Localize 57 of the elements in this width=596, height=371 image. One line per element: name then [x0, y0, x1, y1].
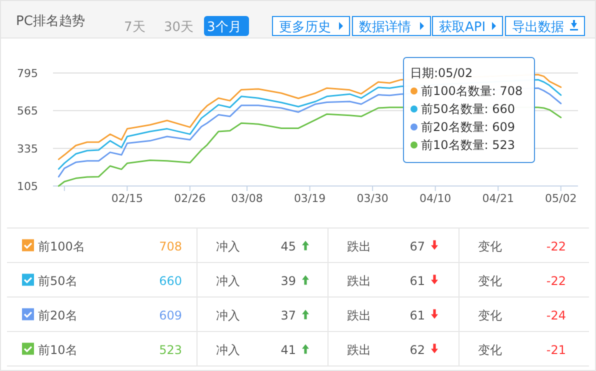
text: -21	[546, 342, 566, 357]
text: 数据详情	[359, 20, 411, 35]
legend-label: 前50名	[38, 274, 78, 288]
x-tick-label: 04/21	[482, 192, 514, 205]
x-tick-label: 03/08	[231, 192, 263, 205]
text: -24	[546, 308, 566, 322]
text: 跌出	[347, 342, 371, 357]
annotation: 前10名数量: 523	[421, 138, 516, 152]
y-tick-label: 795	[17, 67, 38, 80]
text: 变化	[478, 274, 502, 288]
y-tick-label: 335	[17, 142, 38, 156]
text: 导出数据	[512, 20, 564, 35]
text: 523	[159, 342, 182, 357]
chart-title: PC排名趋势	[16, 14, 85, 29]
text: 39	[280, 274, 296, 288]
text: 61	[410, 308, 425, 322]
x-tick-label: 02/26	[174, 192, 206, 205]
text: 61	[410, 274, 425, 288]
text: 变化	[478, 342, 502, 357]
x-tick-label: 02/15	[111, 192, 144, 205]
text: 41	[280, 342, 296, 357]
text: 跌出	[347, 274, 371, 288]
annotation: 前50名数量: 660	[421, 102, 516, 116]
text: 跌出	[347, 239, 371, 254]
annotation: 前20名数量: 609	[421, 120, 516, 134]
text: 获取API	[439, 20, 486, 35]
text: 708	[159, 239, 182, 254]
text: 变化	[478, 239, 502, 254]
text: 冲入	[216, 308, 240, 322]
text: 609	[159, 308, 182, 322]
text: 660	[159, 274, 182, 288]
annotation: 前100名数量: 708	[421, 84, 523, 98]
legend-label: 前10名	[38, 342, 78, 357]
text: 冲入	[216, 239, 240, 254]
text: 30天	[164, 20, 194, 35]
text: 45	[280, 239, 296, 254]
legend-label: 前20名	[38, 308, 78, 322]
x-tick-label: 05/02	[545, 192, 577, 205]
text: -22	[546, 239, 566, 254]
text: -22	[546, 274, 566, 288]
text: 37	[280, 308, 296, 322]
text: 3个月	[207, 20, 242, 35]
legend-label: 前100名	[38, 239, 85, 254]
text: 67	[410, 239, 425, 254]
text: 更多历史	[279, 20, 331, 35]
text: 冲入	[216, 342, 240, 357]
text: 冲入	[216, 274, 240, 288]
annotation: 日期:05/02	[410, 66, 473, 80]
x-tick-label: 04/10	[419, 192, 452, 205]
x-tick-label: 03/19	[294, 192, 326, 205]
x-tick-label: 03/30	[356, 192, 388, 205]
text: 跌出	[347, 308, 371, 322]
text: 变化	[478, 308, 502, 322]
y-tick-label: 565	[17, 104, 38, 118]
text: 62	[410, 342, 425, 357]
y-tick-label: 105	[17, 180, 38, 193]
text: 7天	[124, 20, 146, 35]
